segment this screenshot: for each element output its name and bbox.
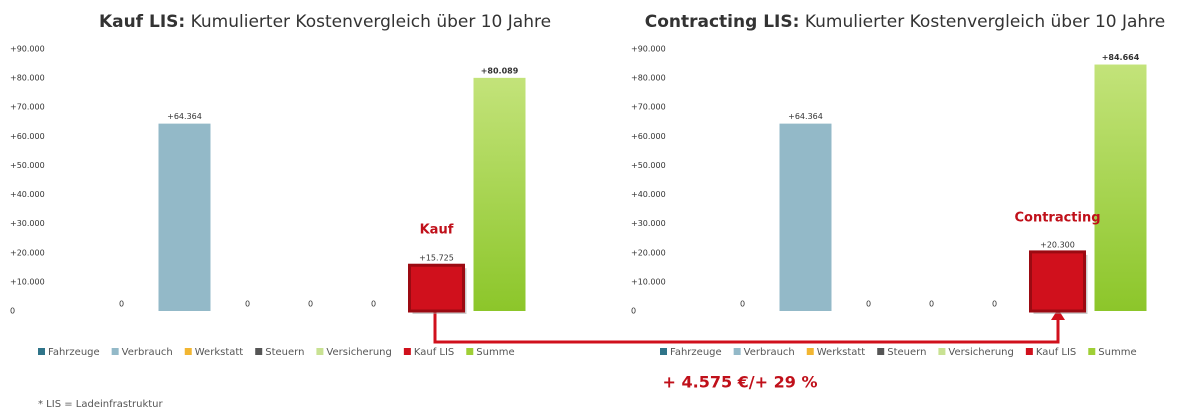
value-label: 0: [119, 300, 124, 309]
legend-label: Versicherung: [948, 347, 1013, 358]
value-label: 0: [740, 300, 745, 309]
legend-label: Verbrauch: [122, 347, 173, 358]
y-tick-label: 0: [631, 307, 636, 316]
y-tick-label: +50.000: [10, 161, 45, 170]
title-text: Kumulierter Kostenvergleich über 10 Jahr…: [191, 12, 551, 32]
y-tick-label: +70.000: [631, 103, 666, 112]
y-tick-label: +50.000: [631, 161, 666, 170]
legend-swatch: [660, 348, 667, 355]
y-tick-label: +30.000: [10, 219, 45, 228]
value-label: 0: [371, 300, 376, 309]
bar: [1094, 64, 1147, 311]
bar: [158, 123, 211, 311]
legend-label: Werkstatt: [817, 347, 866, 358]
legend-label: Summe: [1098, 347, 1136, 358]
y-tick-label: +80.000: [10, 74, 45, 83]
legend-swatch: [111, 348, 119, 355]
legend-swatch: [1088, 348, 1096, 355]
y-tick-label: +90.000: [631, 45, 666, 54]
value-label: +20.300: [1040, 240, 1075, 249]
y-tick-label: +30.000: [631, 219, 666, 228]
legend-swatch: [877, 348, 885, 355]
y-tick-label: 0: [10, 307, 15, 316]
legend-label: Summe: [476, 347, 514, 358]
bar: [779, 123, 832, 311]
legend-label: Werkstatt: [195, 347, 244, 358]
comparison: + 4.575 €/+ 29 %: [663, 373, 818, 392]
annotation: Kauf: [420, 223, 454, 238]
title-prefix: Contracting LIS:: [645, 12, 800, 32]
value-label: 0: [929, 300, 934, 309]
y-tick-label: +20.000: [10, 248, 45, 257]
value-label: +64.364: [788, 112, 823, 121]
title-text: Kumulierter Kostenvergleich über 10 Jahr…: [805, 12, 1165, 32]
y-tick-label: +90.000: [10, 45, 45, 54]
legend-swatch: [38, 348, 45, 355]
legend-label: Kauf LIS: [1036, 347, 1076, 358]
y-tick-label: +60.000: [10, 132, 45, 141]
y-tick-label: +10.000: [10, 277, 45, 286]
legend-swatch: [466, 348, 474, 355]
value-label: +84.664: [1102, 53, 1140, 62]
legend-label: Steuern: [887, 347, 926, 358]
annotation: Contracting: [1014, 211, 1100, 226]
legend-swatch: [806, 348, 814, 355]
legend-label: Steuern: [265, 347, 304, 358]
chart-title: Kauf LIS: Kumulierter Kostenvergleich üb…: [99, 12, 551, 32]
y-tick-label: +10.000: [631, 277, 666, 286]
comparison-arrow: [433, 311, 1060, 344]
value-label: 0: [308, 300, 313, 309]
legend-label: Fahrzeuge: [48, 347, 100, 358]
legend-label: Fahrzeuge: [670, 347, 722, 358]
value-label: 0: [992, 300, 997, 309]
chart-title: Contracting LIS: Kumulierter Kostenvergl…: [645, 12, 1166, 32]
y-tick-label: +60.000: [631, 132, 666, 141]
value-label: 0: [245, 300, 250, 309]
bar: [473, 77, 526, 311]
bar: [408, 263, 465, 313]
value-label: +64.364: [167, 112, 202, 121]
value-label: +80.089: [481, 66, 519, 75]
arrow-head: [1051, 309, 1065, 320]
value-label: +15.725: [419, 254, 454, 263]
legend-swatch: [938, 348, 946, 355]
legend-swatch: [403, 348, 411, 355]
title-prefix: Kauf LIS:: [99, 12, 185, 32]
legend-swatch: [733, 348, 741, 355]
y-tick-label: +40.000: [631, 190, 666, 199]
legend-swatch: [255, 348, 263, 355]
legend-swatch: [1025, 348, 1033, 355]
legend-label: Kauf LIS: [414, 347, 454, 358]
legend-label: Verbrauch: [744, 347, 795, 358]
bar: [1029, 250, 1086, 313]
y-tick-label: +70.000: [10, 103, 45, 112]
value-label: 0: [866, 300, 871, 309]
legend-label: Versicherung: [326, 347, 391, 358]
legend-swatch: [316, 348, 324, 355]
y-tick-label: +20.000: [631, 248, 666, 257]
y-tick-label: +80.000: [631, 74, 666, 83]
footnote: * LIS = Ladeinfrastruktur: [38, 399, 163, 410]
legend-swatch: [184, 348, 192, 355]
y-tick-label: +40.000: [10, 190, 45, 199]
